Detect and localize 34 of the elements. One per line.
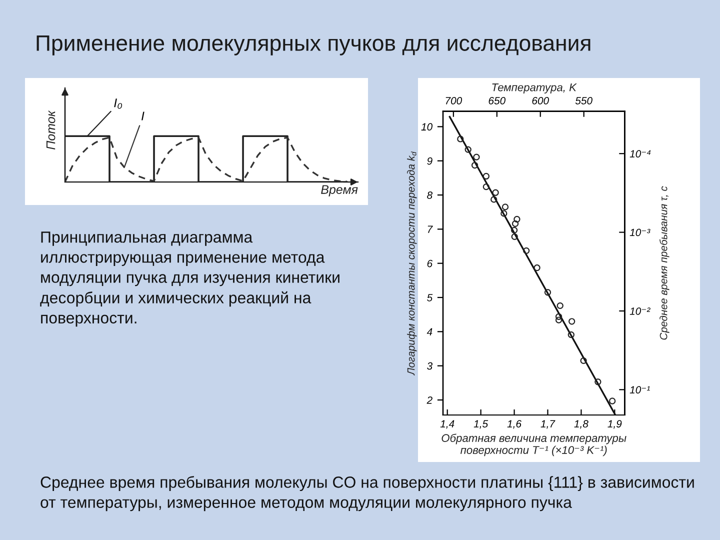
x-tick-label: 1,8 [574,420,588,429]
x-tick-label: 1,7 [540,420,556,429]
x-tick-label: 1,4 [440,420,454,429]
y-tick-label: 8 [427,192,433,199]
y2-tick-label: 10⁻³ [630,228,650,236]
y-tick-label: 7 [428,226,433,233]
chart-title: Применение молекулярных пучков для исследования [36,35,590,56]
y2-tick-label: 10⁻² [630,307,650,315]
x2-tick-label: 600 [532,97,549,104]
y2-tick-label: 10⁻⁴ [630,150,651,158]
y2-tick-label: 10⁻¹ [630,386,650,394]
x2-tick-label: 700 [446,97,462,104]
x2-tick-label: 550 [575,97,592,104]
y-tick-label: 3 [427,362,432,370]
text: Принципиальная диаграмма иллюстрирующая применение метода модуляции пучка для изучения кинетики десорбции и химических реакций на поверхности. [40,232,340,327]
y-tick-label: 9 [427,157,432,165]
text: I₀ [114,98,122,109]
y2-axis-title: Среднее время пребывания τ, с [659,186,670,340]
y-tick-label: 5 [427,294,433,302]
y-tick-label: 6 [427,260,433,268]
text: I [142,112,144,120]
x2-axis-title: Температура, K [492,84,577,94]
y-tick-label: 2 [426,396,432,404]
y-tick-label: 10 [421,123,432,131]
x-tick-label: 1,9 [608,420,622,429]
x2-tick-label: 650 [488,97,506,104]
x-axis-title: Обратная величина температуры поверхности T⁻¹ (×10⁻³ K⁻¹) [442,434,626,456]
x-tick-label: 1,5 [474,420,488,429]
x-tick-label: 1,6 [507,420,522,429]
text: Среднее время пребывания молекулы CO на поверхности платины {111} в зависимости от температуры, измеренное методом модуляции молекулярного пучка [40,476,694,512]
y-axis-title: Поток [46,110,56,150]
y-axis-title: Логарифм константы скорости перехода k$_{d}$ [407,152,417,376]
x-axis-title: Время [321,185,358,196]
y-tick-label: 4 [426,328,432,336]
